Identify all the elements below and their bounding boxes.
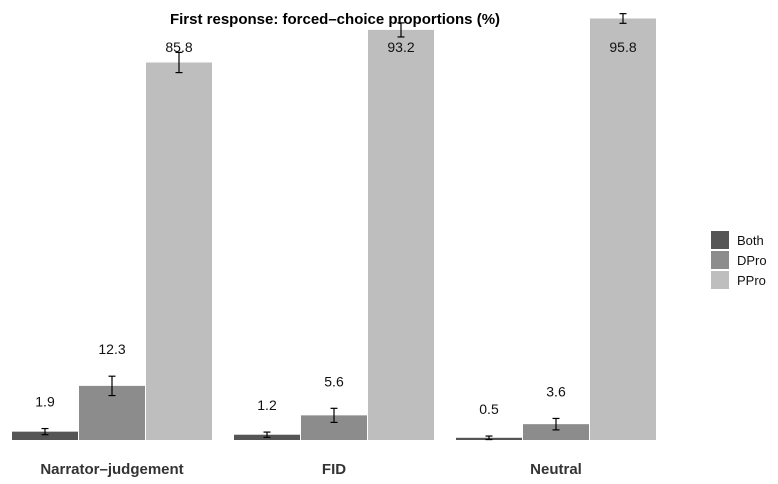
error-bar-ppro-1 (397, 22, 405, 38)
value-label-both-0: 1.9 (35, 394, 55, 410)
category-label-1: FID (322, 461, 346, 478)
value-labels-layer: 1.9 12.3 85.8 1.2 5.6 93.2 0.5 3.6 95.8 (35, 39, 637, 417)
error-bar-both-0 (41, 427, 49, 436)
legend-swatch-dpro (711, 251, 729, 269)
chart-title: First response: forced–choice proportion… (170, 11, 500, 28)
bar-dpro-2 (523, 424, 589, 440)
legend-label-ppro: PPro (737, 273, 766, 288)
value-label-dpro-0: 12.3 (98, 341, 125, 357)
category-label-0: Narrator–judgement (40, 461, 183, 478)
legend-label-both: Both (737, 233, 764, 248)
value-label-ppro-2: 95.8 (609, 39, 636, 55)
value-label-both-2: 0.5 (479, 401, 499, 417)
error-bar-dpro-1 (330, 407, 338, 423)
bar-both-0 (12, 431, 78, 440)
error-bar-ppro-0 (175, 51, 183, 74)
bar-ppro-1 (368, 29, 434, 440)
error-bar-dpro-2 (552, 417, 560, 431)
legend: Both DPro PPro (711, 231, 767, 289)
legend-swatch-ppro (711, 271, 729, 289)
value-label-ppro-1: 93.2 (387, 39, 414, 55)
legend-swatch-both (711, 231, 729, 249)
bar-ppro-2 (590, 18, 656, 440)
legend-label-dpro: DPro (737, 253, 767, 268)
value-label-ppro-0: 85.8 (165, 39, 192, 55)
category-labels-layer: Narrator–judgement FID Neutral (40, 461, 582, 478)
value-label-both-1: 1.2 (257, 397, 277, 413)
error-bar-both-2 (485, 435, 493, 441)
bars-layer (12, 18, 656, 440)
error-bar-both-1 (263, 431, 271, 438)
error-bar-ppro-2 (619, 13, 627, 24)
error-bars-layer (41, 13, 627, 441)
bar-ppro-0 (146, 62, 212, 440)
value-label-dpro-1: 5.6 (324, 373, 344, 389)
error-bar-dpro-0 (108, 375, 116, 397)
value-label-dpro-2: 3.6 (546, 383, 566, 399)
category-label-2: Neutral (530, 461, 582, 478)
